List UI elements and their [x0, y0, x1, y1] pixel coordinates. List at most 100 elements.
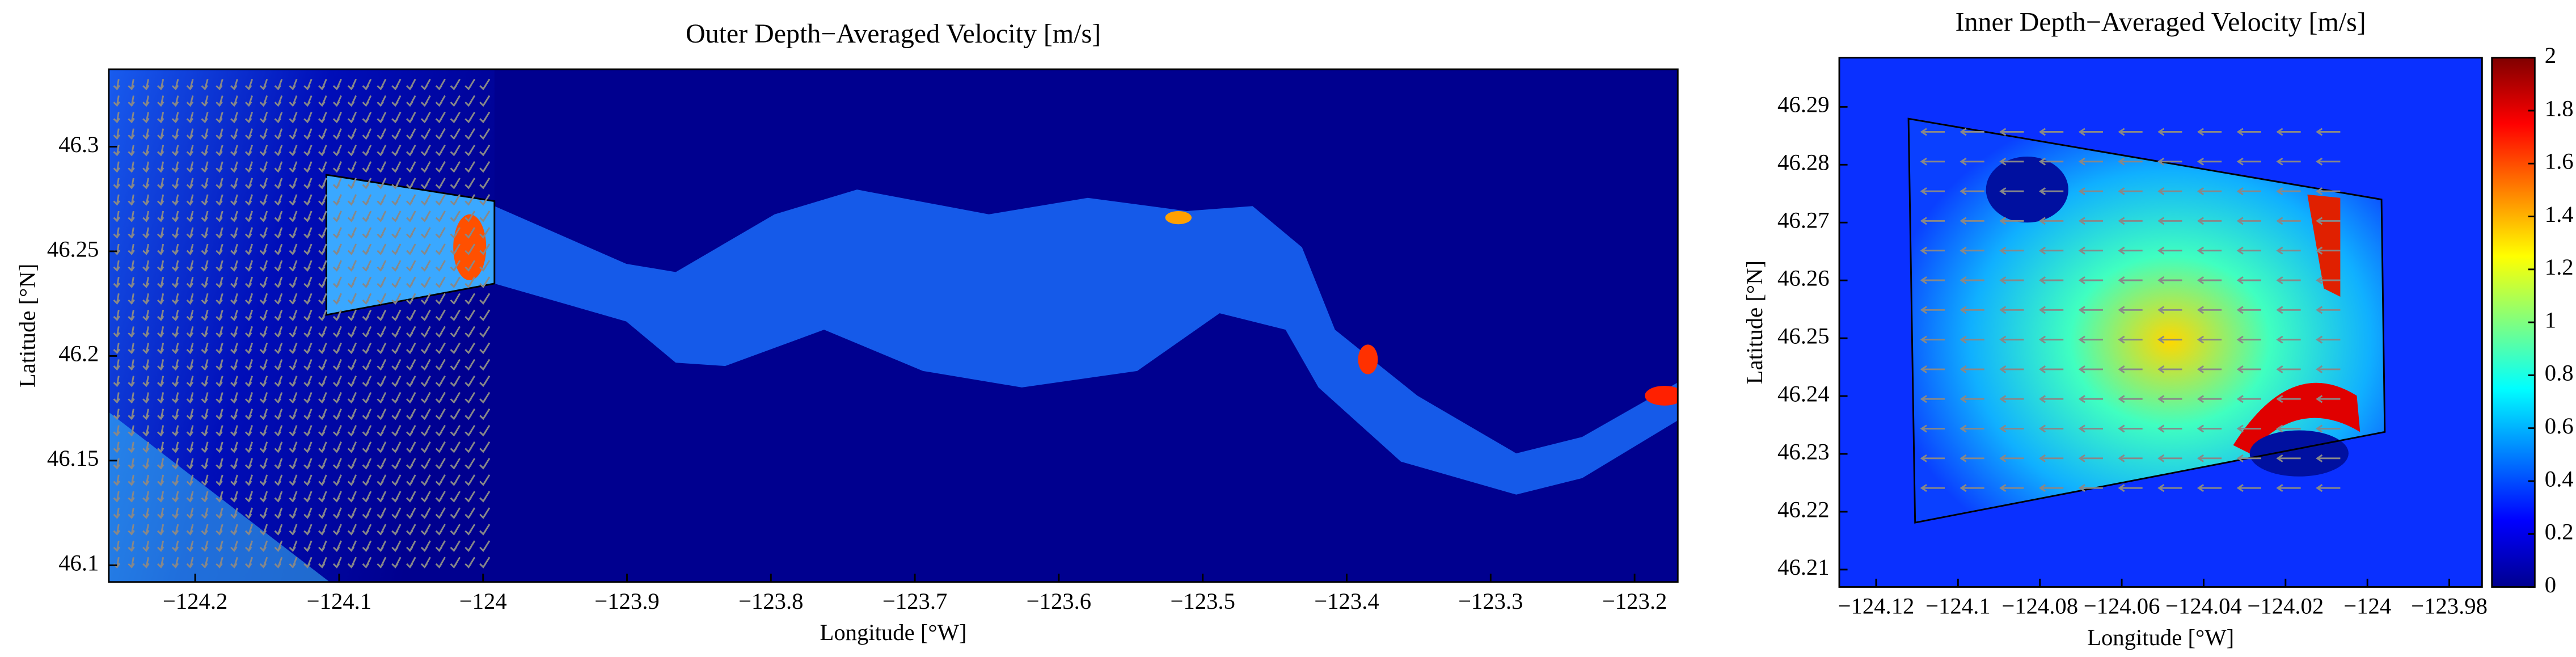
arrow — [362, 95, 372, 107]
arrow — [128, 310, 135, 322]
arrow — [274, 491, 283, 503]
arrow — [450, 540, 461, 552]
arrow — [274, 524, 283, 536]
arrow — [201, 408, 209, 420]
arrow — [128, 524, 135, 536]
arrow — [347, 359, 357, 371]
arrow — [406, 458, 416, 470]
arrow — [391, 194, 402, 206]
arrow — [362, 491, 372, 503]
arrow — [186, 392, 194, 404]
arrow — [274, 112, 283, 124]
arrow — [1999, 306, 2024, 314]
arrow — [332, 95, 342, 107]
arrow — [289, 326, 298, 338]
arrow — [157, 326, 164, 338]
arrow — [157, 112, 164, 124]
arrow — [479, 144, 491, 157]
arrow — [230, 309, 238, 322]
arrow — [318, 458, 327, 470]
arrow — [1999, 128, 2024, 136]
arrow — [2316, 484, 2341, 492]
arrow — [377, 524, 387, 536]
arrow — [464, 491, 476, 503]
arrow — [464, 391, 476, 404]
arrow — [2118, 335, 2143, 344]
arrow — [332, 128, 342, 140]
arrow — [230, 392, 238, 404]
arrow — [186, 441, 194, 453]
arrow — [289, 210, 298, 222]
arrow — [479, 178, 491, 189]
arrow — [274, 359, 283, 371]
arrow — [435, 178, 446, 189]
arrow — [303, 227, 313, 239]
arrow — [244, 79, 254, 91]
arrow — [2157, 128, 2182, 136]
arrow — [318, 474, 327, 486]
arrow — [2078, 424, 2103, 433]
arrow — [2276, 128, 2301, 136]
arrow — [244, 227, 254, 239]
arrow — [2276, 424, 2301, 433]
arrow — [332, 112, 342, 124]
arrow — [186, 425, 194, 437]
arrow — [435, 243, 446, 255]
arrow — [171, 474, 179, 486]
arrow — [420, 95, 431, 107]
arrow — [157, 145, 164, 157]
arrow — [391, 178, 402, 189]
arrow — [435, 194, 446, 206]
colorbar-tick-label: 2 — [2545, 43, 2556, 68]
colorbar-tick-label: 1.8 — [2545, 95, 2574, 121]
x-tick-label: −123.9 — [594, 588, 659, 614]
arrow — [464, 128, 476, 140]
y-tick-label: 46.25 — [47, 236, 99, 262]
arrow — [464, 342, 476, 355]
arrow — [113, 392, 120, 404]
arrow — [303, 95, 313, 107]
arrow — [420, 194, 431, 206]
arrow — [244, 524, 254, 536]
arrow — [2118, 424, 2143, 433]
arrow — [450, 326, 461, 338]
arrow — [1999, 424, 2024, 433]
arrow — [201, 161, 209, 173]
arrow — [303, 161, 313, 173]
arrow — [1999, 187, 2024, 196]
arrow — [157, 524, 164, 536]
arrow — [332, 194, 342, 206]
arrow — [1999, 217, 2024, 225]
arrow — [347, 243, 357, 255]
x-tick-label: −123.7 — [882, 588, 947, 614]
arrow — [391, 540, 402, 552]
arrow — [142, 524, 150, 536]
arrow — [289, 194, 298, 206]
arrow — [377, 293, 387, 305]
inner-field — [1839, 57, 2482, 587]
arrow — [479, 161, 491, 173]
arrow — [142, 408, 150, 420]
arrow — [318, 392, 327, 404]
arrow — [479, 210, 491, 222]
arrow — [303, 178, 313, 189]
arrow — [377, 507, 387, 519]
arrow — [230, 194, 238, 206]
arrow — [377, 326, 387, 338]
arrow — [289, 227, 298, 239]
arrow — [479, 326, 491, 338]
arrow — [157, 474, 164, 486]
arrow — [186, 359, 194, 371]
y-tick-label: 46.25 — [1777, 323, 1830, 348]
arrow — [377, 309, 387, 322]
arrow — [303, 260, 313, 272]
arrow — [479, 458, 491, 470]
colorbar — [2491, 57, 2536, 588]
arrow — [171, 112, 179, 124]
arrow — [2236, 246, 2261, 255]
arrow — [2197, 128, 2222, 136]
arrow — [377, 441, 387, 453]
x-tick-label: −124.08 — [2001, 593, 2078, 619]
arrow — [128, 243, 135, 255]
arrow — [259, 227, 268, 239]
